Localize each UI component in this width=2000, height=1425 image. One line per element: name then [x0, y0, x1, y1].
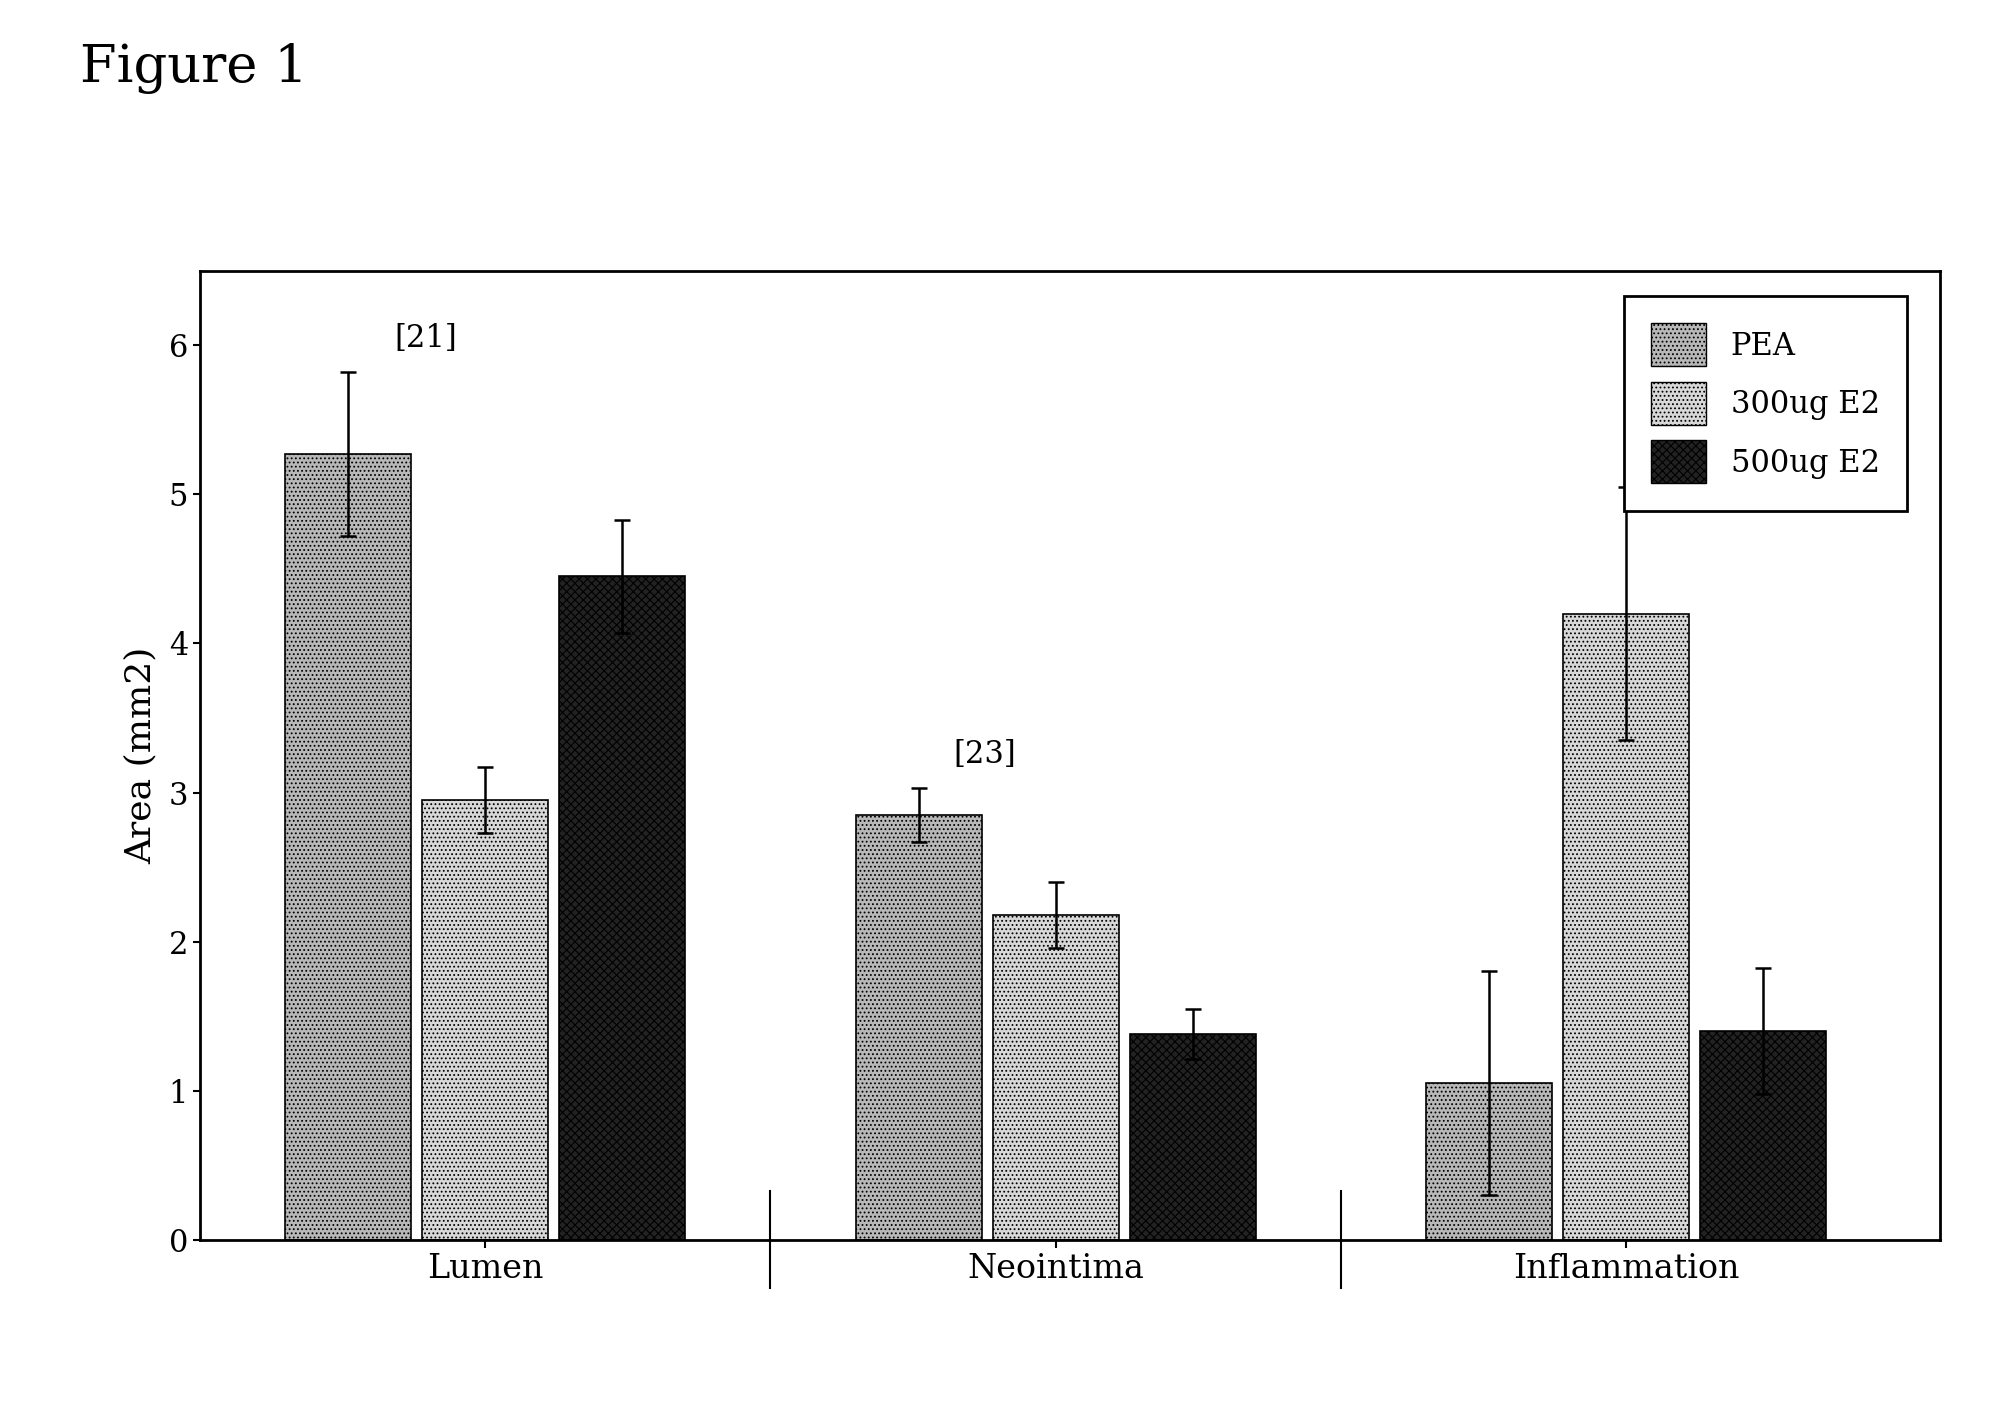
Y-axis label: Area (mm2): Area (mm2) — [124, 647, 158, 864]
Bar — [1564, 614, 1690, 1240]
Bar — [856, 815, 982, 1240]
Bar — [286, 455, 412, 1240]
Bar — [422, 799, 548, 1240]
Text: Figure 1: Figure 1 — [80, 43, 308, 94]
Bar — [1130, 1035, 1256, 1240]
Bar — [1700, 1032, 1826, 1240]
Text: [21]: [21] — [394, 323, 456, 355]
Bar — [560, 576, 686, 1240]
Text: [21]: [21] — [1660, 437, 1724, 469]
Bar — [992, 915, 1118, 1240]
Bar — [1426, 1083, 1552, 1240]
Legend: PEA, 300ug E2, 500ug E2: PEA, 300ug E2, 500ug E2 — [1624, 296, 1908, 512]
Text: [23]: [23] — [954, 740, 1016, 770]
